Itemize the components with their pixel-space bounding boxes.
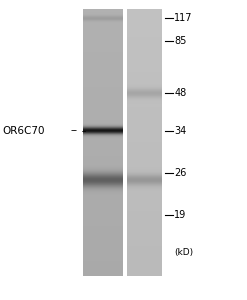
Text: (kD): (kD): [174, 248, 193, 256]
Text: 48: 48: [174, 88, 186, 98]
Text: 85: 85: [174, 35, 186, 46]
Text: OR6C70: OR6C70: [2, 125, 45, 136]
Text: --: --: [70, 125, 77, 136]
Text: 117: 117: [174, 13, 193, 23]
Text: 19: 19: [174, 209, 186, 220]
Text: 34: 34: [174, 125, 186, 136]
Text: 26: 26: [174, 167, 186, 178]
